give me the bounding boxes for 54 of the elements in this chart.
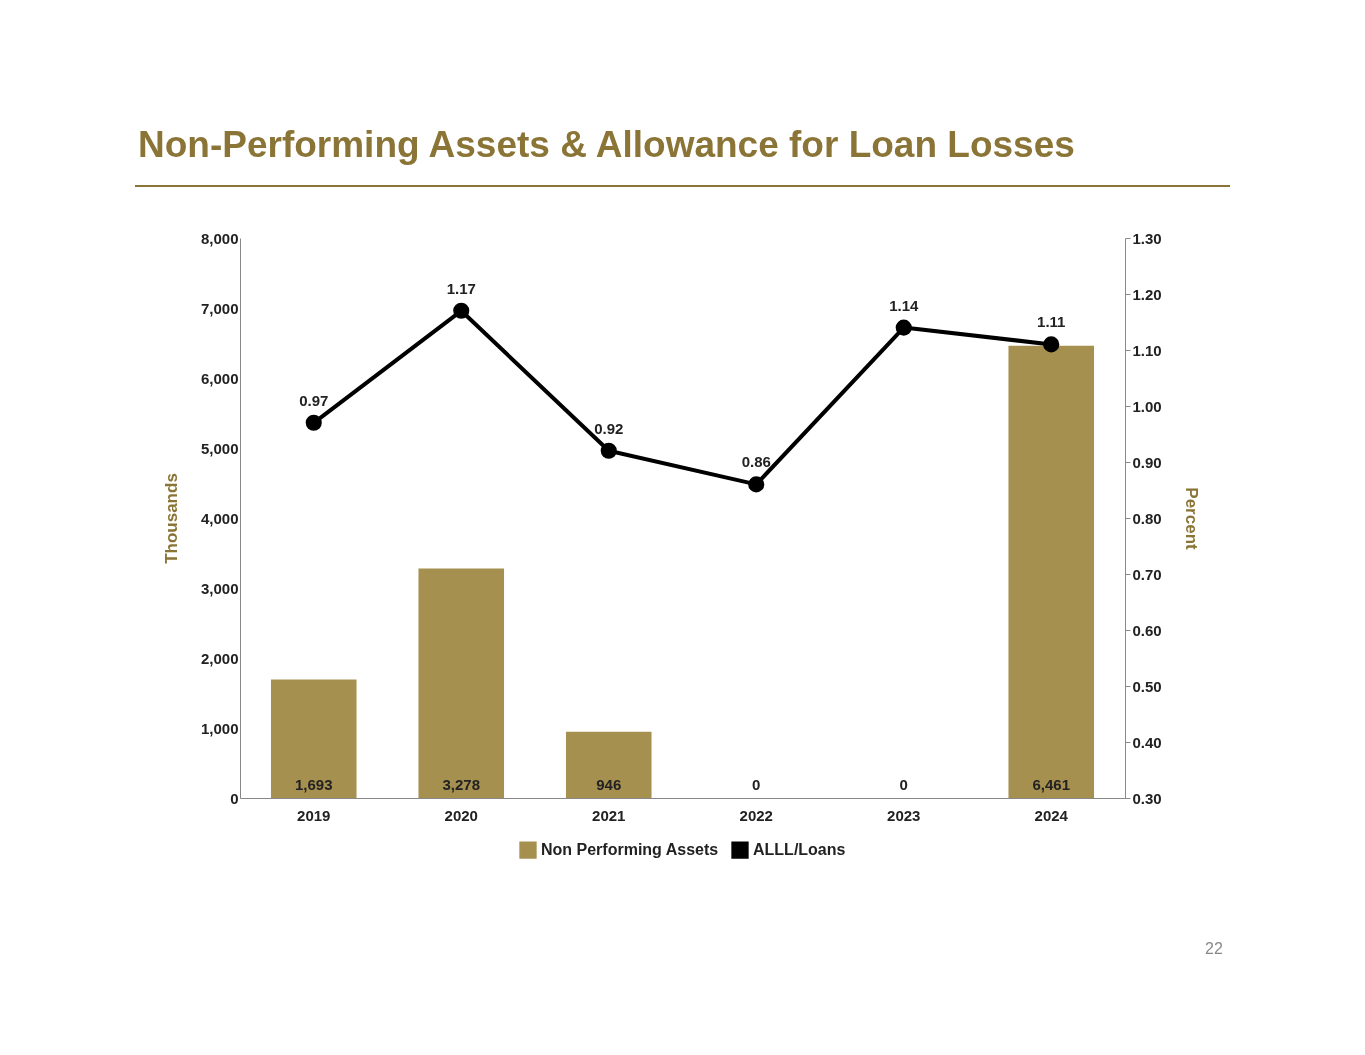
y-tick-label: 0 — [230, 789, 239, 807]
data-label: 0.92 — [594, 419, 624, 437]
y-tick-label: 6,000 — [200, 369, 239, 387]
point — [895, 319, 912, 336]
y2-tick-label: 0.40 — [1132, 733, 1162, 751]
point — [453, 302, 470, 319]
x-tick-label: 2022 — [739, 806, 773, 824]
y-tick-label: 2,000 — [200, 649, 239, 667]
x-tick-label: 2023 — [887, 806, 921, 824]
y-tick-label: 1,000 — [200, 719, 239, 737]
x-tick-label: 2021 — [592, 806, 626, 824]
data-label: 1.11 — [1037, 313, 1066, 331]
y-tick-label: 5,000 — [200, 439, 239, 457]
data-label: 0.86 — [741, 453, 771, 471]
y-tick-label: 8,000 — [200, 229, 239, 247]
y2-tick-label: 0.70 — [1132, 565, 1162, 583]
bar — [1008, 345, 1095, 798]
y-tick-label: 3,000 — [200, 579, 239, 597]
y-tick-label: 4,000 — [200, 509, 239, 527]
x-tick-label: 2019 — [297, 806, 331, 824]
y2-tick-label: 0.50 — [1132, 677, 1162, 695]
text: 22 — [1205, 940, 1223, 958]
point — [748, 476, 765, 493]
chart-title: Non-Performing Assets & Allowance for Loan Losses — [138, 124, 1075, 166]
data-label: 946 — [596, 776, 622, 793]
x-tick-label: 2020 — [444, 806, 478, 824]
data-label: 1,693 — [294, 776, 333, 793]
y2-tick-label: 1.20 — [1132, 285, 1162, 303]
bar — [418, 568, 505, 798]
legend-label: Non Performing Assets — [541, 841, 719, 859]
legend-label: ALLL/Loans — [753, 841, 846, 859]
data-label: 1.14 — [889, 296, 919, 314]
point — [305, 414, 322, 431]
data-label: 3,278 — [442, 776, 481, 793]
data-label: 0.97 — [299, 391, 329, 409]
y2-axis-title: Percent — [1181, 487, 1201, 551]
y2-tick-label: 1.00 — [1132, 397, 1162, 415]
y2-tick-label: 0.90 — [1132, 453, 1162, 471]
data-label: 0 — [899, 776, 908, 793]
y-tick-label: 7,000 — [200, 299, 239, 317]
y2-tick-label: 0.60 — [1132, 621, 1162, 639]
point — [600, 442, 617, 459]
data-label: 6,461 — [1032, 776, 1071, 793]
y2-tick-label: 1.30 — [1132, 229, 1162, 247]
y-axis-title: Thousands — [161, 473, 181, 564]
bar — [270, 679, 357, 798]
data-label: 0 — [752, 776, 761, 793]
y2-tick-label: 0.80 — [1132, 509, 1162, 527]
y2-tick-label: 1.10 — [1132, 341, 1162, 359]
y2-tick-label: 0.30 — [1132, 789, 1162, 807]
point — [1043, 336, 1060, 353]
data-label: 1.17 — [446, 279, 476, 297]
x-tick-label: 2024 — [1034, 806, 1069, 824]
bar — [565, 731, 652, 798]
